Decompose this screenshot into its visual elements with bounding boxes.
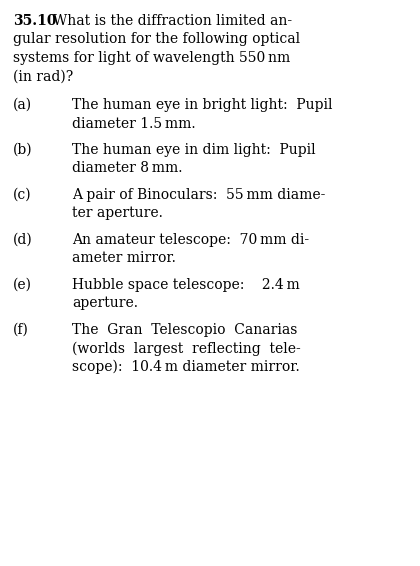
Text: (e): (e) (13, 278, 32, 292)
Text: (in rad)?: (in rad)? (13, 70, 73, 84)
Text: (c): (c) (13, 188, 32, 202)
Text: gular resolution for the following optical: gular resolution for the following optic… (13, 32, 300, 46)
Text: (f): (f) (13, 323, 29, 337)
Text: An amateur telescope:  70 mm di-: An amateur telescope: 70 mm di- (72, 233, 309, 247)
Text: scope):  10.4 m diameter mirror.: scope): 10.4 m diameter mirror. (72, 360, 300, 374)
Text: diameter 1.5 mm.: diameter 1.5 mm. (72, 117, 196, 131)
Text: What is the diffraction limited an-: What is the diffraction limited an- (53, 14, 292, 28)
Text: diameter 8 mm.: diameter 8 mm. (72, 161, 183, 175)
Text: A pair of Binoculars:  55 mm diame-: A pair of Binoculars: 55 mm diame- (72, 188, 326, 202)
Text: (d): (d) (13, 233, 33, 247)
Text: systems for light of wavelength 550 nm: systems for light of wavelength 550 nm (13, 51, 290, 65)
Text: aperture.: aperture. (72, 297, 138, 311)
Text: ter aperture.: ter aperture. (72, 207, 163, 221)
Text: ameter mirror.: ameter mirror. (72, 251, 176, 265)
Text: The human eye in bright light:  Pupil: The human eye in bright light: Pupil (72, 98, 333, 112)
Text: The human eye in dim light:  Pupil: The human eye in dim light: Pupil (72, 143, 315, 157)
Text: (worlds  largest  reflecting  tele-: (worlds largest reflecting tele- (72, 341, 301, 356)
Text: The  Gran  Telescopio  Canarias: The Gran Telescopio Canarias (72, 323, 297, 337)
Text: (a): (a) (13, 98, 32, 112)
Text: (b): (b) (13, 143, 33, 157)
Text: 35.10: 35.10 (13, 14, 57, 28)
Text: Hubble space telescope:    2.4 m: Hubble space telescope: 2.4 m (72, 278, 300, 292)
